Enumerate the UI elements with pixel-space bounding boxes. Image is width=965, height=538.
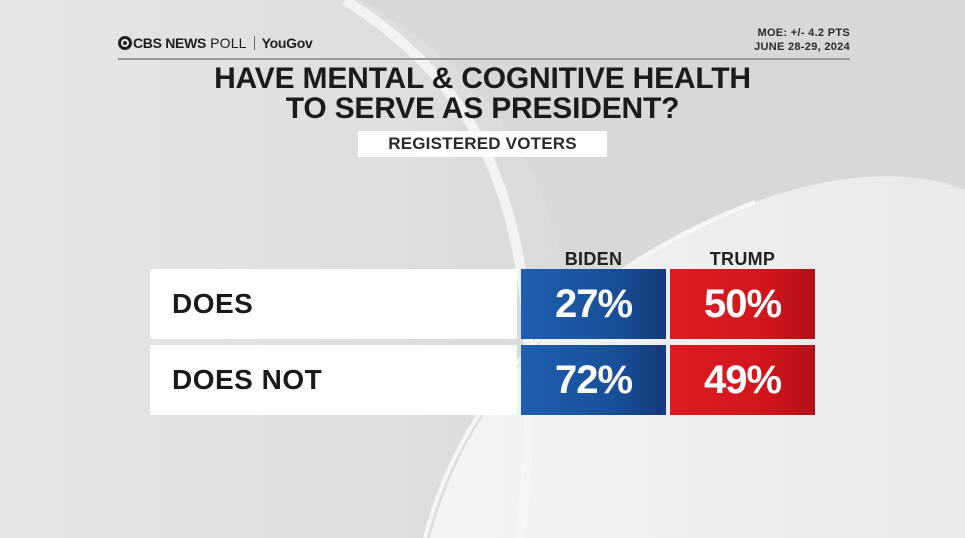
cell-does-not-biden: 72% [521, 345, 666, 415]
column-header-biden: BIDEN [564, 249, 623, 269]
cell-does-trump: 50% [670, 269, 815, 339]
brand-divider [253, 36, 255, 50]
brand-poll-text: POLL [210, 35, 247, 51]
yougov-logo-text: YouGov [261, 35, 313, 51]
cbs-eye-icon [118, 36, 132, 50]
column-header-trump: TRUMP [709, 249, 776, 269]
brand-news-text: CBS NEWS [133, 35, 207, 51]
cell-does-not-trump: 49% [670, 345, 815, 415]
header-divider [118, 58, 850, 60]
chart-title: HAVE MENTAL & COGNITIVE HEALTH TO SERVE … [0, 64, 965, 124]
margin-of-error: MOE: +/- 4.2 PTS [757, 27, 850, 39]
row-label-does: DOES [150, 269, 517, 339]
poll-info: MOE: +/- 4.2 PTS JUNE 28-29, 2024 [754, 26, 850, 54]
row-label-does-not: DOES NOT [150, 345, 517, 415]
poll-dates: JUNE 28-29, 2024 [754, 41, 850, 53]
chart-title-line-2: TO SERVE AS PRESIDENT? [285, 92, 680, 125]
chart-title-line-1: HAVE MENTAL & COGNITIVE HEALTH [214, 62, 751, 95]
chart-subtitle: REGISTERED VOTERS [358, 131, 607, 157]
cell-does-biden: 27% [521, 269, 666, 339]
brand-logo: CBS NEWS POLL YouGov [118, 35, 313, 51]
